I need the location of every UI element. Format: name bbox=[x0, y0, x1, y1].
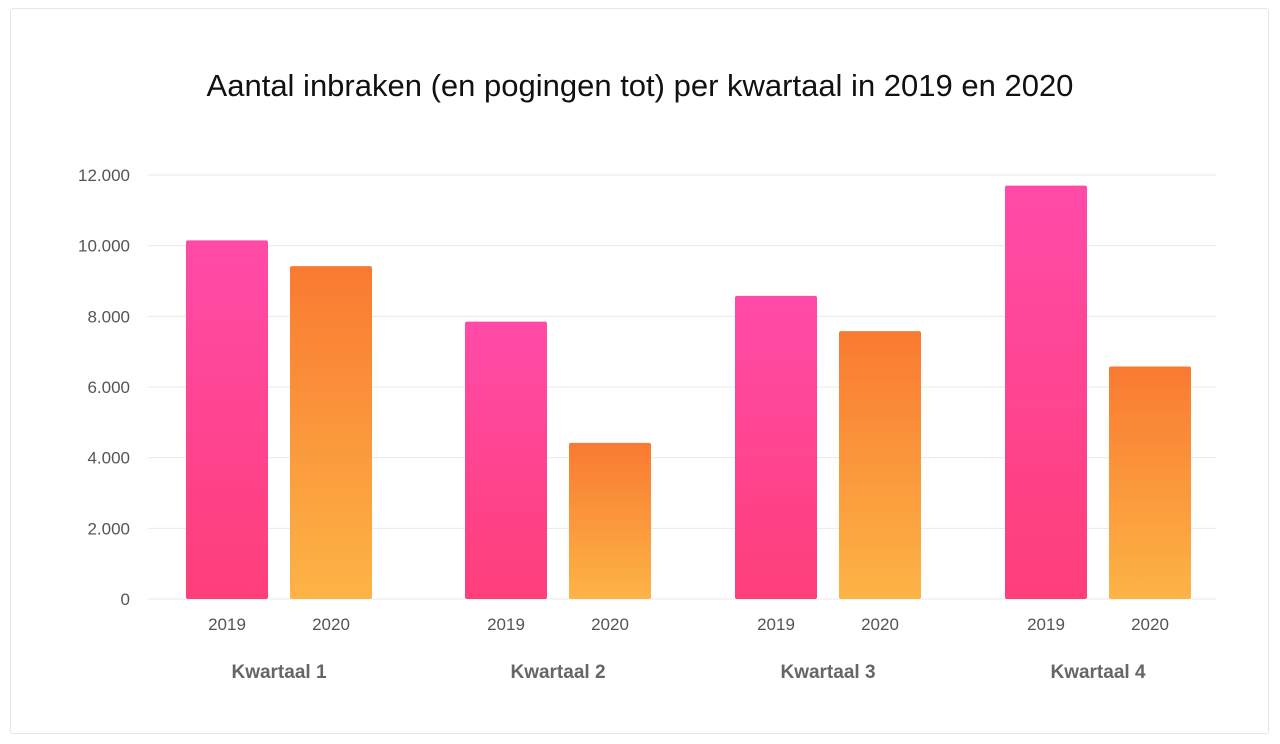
x-tick-label: 2019 bbox=[757, 615, 795, 634]
x-tick-label: 2019 bbox=[1027, 615, 1065, 634]
category-label: Kwartaal 1 bbox=[231, 662, 326, 683]
y-tick-label: 10.000 bbox=[78, 237, 130, 256]
bar-2019-q4 bbox=[1005, 185, 1087, 599]
x-tick-label: 2020 bbox=[312, 615, 350, 634]
x-tick-label: 2019 bbox=[487, 615, 525, 634]
x-axis: 2019 2020 Kwartaal 1 2019 2020 Kwartaal 2 2019… bbox=[208, 615, 1169, 683]
y-tick-label: 2.000 bbox=[87, 519, 130, 538]
bar-2019-q2 bbox=[465, 321, 547, 599]
x-tick-label: 2020 bbox=[861, 615, 899, 634]
y-axis: 0 2.000 4.000 6.000 8.000 10.000 12.000 bbox=[78, 166, 130, 609]
bar-2020-q4 bbox=[1109, 366, 1191, 599]
bar-2020-q3 bbox=[839, 331, 921, 599]
x-tick-label: 2020 bbox=[591, 615, 629, 634]
x-tick-label: 2019 bbox=[208, 615, 246, 634]
y-tick-label: 0 bbox=[121, 590, 130, 609]
category-label: Kwartaal 4 bbox=[1050, 662, 1145, 683]
y-tick-label: 8.000 bbox=[87, 307, 130, 326]
y-tick-label: 4.000 bbox=[87, 449, 130, 468]
y-tick-label: 12.000 bbox=[78, 166, 130, 185]
category-label: Kwartaal 2 bbox=[510, 662, 605, 683]
category-label: Kwartaal 3 bbox=[780, 662, 875, 683]
bar-2020-q1 bbox=[290, 266, 372, 599]
bar-2019-q3 bbox=[735, 295, 817, 599]
y-tick-label: 6.000 bbox=[87, 378, 130, 397]
x-tick-label: 2020 bbox=[1131, 615, 1169, 634]
bar-2019-q1 bbox=[186, 240, 268, 599]
chart-title: Aantal inbraken (en pogingen tot) per kw… bbox=[207, 68, 1074, 103]
bar-2020-q2 bbox=[569, 442, 651, 599]
bars bbox=[186, 185, 1191, 599]
